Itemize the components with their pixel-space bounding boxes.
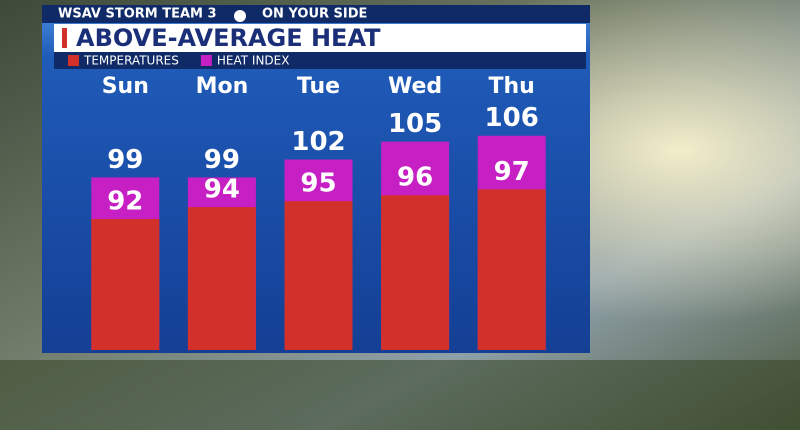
bar (381, 195, 450, 350)
x-tick-label: Thu (489, 74, 535, 99)
legend-label: TEMPERATURES (83, 54, 179, 68)
value-label: 105 (388, 109, 442, 139)
value-label: 106 (485, 103, 539, 133)
value-label: 99 (107, 145, 143, 175)
chart-title: ABOVE-AVERAGE HEAT (76, 24, 381, 52)
value-label: 97 (494, 157, 530, 187)
legend: TEMPERATURES HEAT INDEX (68, 54, 289, 68)
bar (477, 189, 546, 350)
title-marker (62, 28, 67, 48)
value-label: 99 (204, 145, 240, 175)
x-tick-label: Mon (196, 74, 249, 99)
value-label: 92 (107, 187, 143, 217)
bar (91, 219, 160, 350)
legend-label: HEAT INDEX (217, 54, 290, 68)
legend-swatch (68, 55, 79, 66)
station: WSAV STORM TEAM 3 (58, 7, 217, 22)
x-tick-label: Wed (388, 74, 442, 99)
legend-swatch (200, 55, 212, 66)
value-label: 95 (300, 169, 336, 199)
slogan: ON YOUR SIDE (262, 7, 367, 22)
title-bar (54, 24, 586, 52)
value-label: 94 (204, 175, 240, 205)
x-tick-label: Sun (102, 74, 149, 99)
header-bar (42, 5, 590, 23)
value-label: 102 (291, 127, 345, 157)
grass (0, 360, 800, 430)
bar (284, 201, 353, 350)
legend-bar (54, 52, 586, 69)
x-tick-label: Tue (297, 74, 340, 99)
value-label: 96 (397, 163, 433, 193)
logo (234, 10, 246, 22)
bar (187, 207, 256, 350)
